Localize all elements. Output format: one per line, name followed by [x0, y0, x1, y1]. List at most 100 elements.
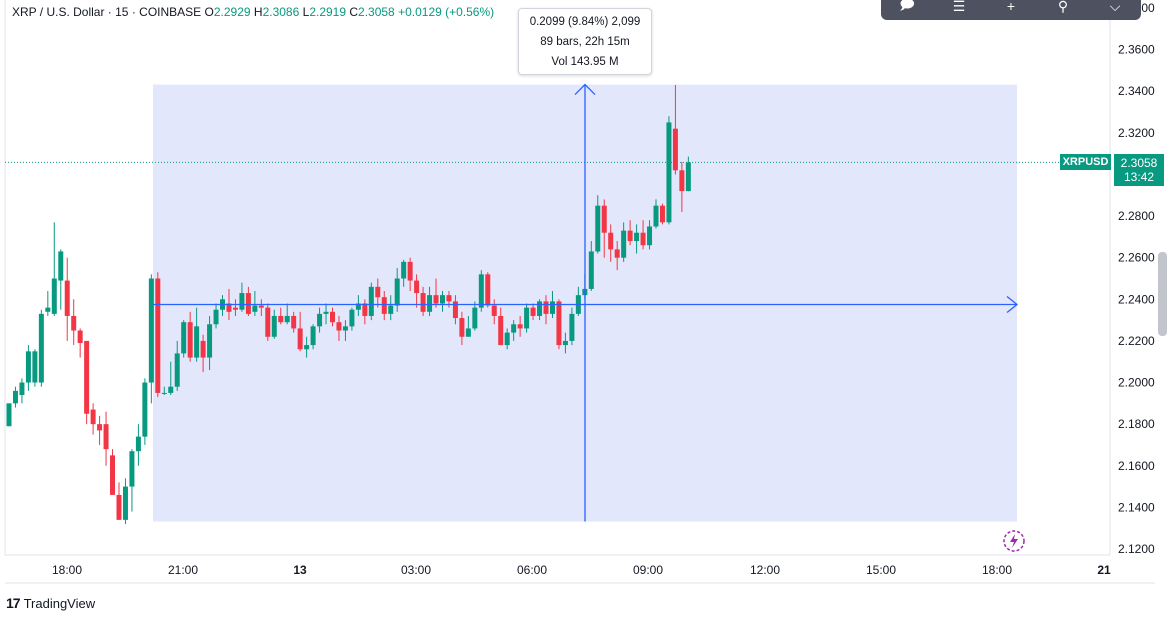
bar-countdown: 13:42 [1123, 170, 1155, 184]
candle-body [608, 232, 614, 250]
candle-body [284, 315, 290, 323]
y-tick-label: 2.1200 [1118, 542, 1155, 556]
close-label: C [349, 5, 359, 19]
high-label: H [253, 5, 263, 19]
candle-body [595, 205, 601, 252]
y-tick-label: 2.3200 [1118, 126, 1155, 140]
y-tick-label: 2.1400 [1118, 500, 1155, 514]
candle-body [245, 293, 251, 314]
candle-body [116, 494, 122, 520]
tradingview-brand[interactable]: TradingView [23, 595, 96, 611]
candle-body [517, 324, 523, 329]
candle-body [672, 128, 678, 171]
candle-body [77, 330, 83, 344]
y-tick-label: 2.3600 [1118, 43, 1155, 57]
candle-body [349, 309, 355, 327]
candle-body [32, 351, 38, 383]
measure-arrow-head-right [1006, 296, 1019, 314]
last-price: 2.3058 [1120, 156, 1158, 170]
candle-body [666, 122, 672, 223]
candle-body [653, 205, 659, 227]
candle-body [265, 307, 271, 337]
candle-body [465, 328, 471, 337]
candle-body [213, 309, 219, 325]
chevron-icon[interactable]: ⌵ [1109, 0, 1121, 14]
candle-body [362, 303, 368, 316]
candle-body [155, 278, 161, 393]
candle-body [129, 451, 135, 487]
candle-body [168, 386, 174, 393]
candle-body [414, 280, 420, 294]
candle-body [647, 226, 653, 246]
y-tick-label: 2.1800 [1118, 417, 1155, 431]
candle-body [530, 307, 536, 316]
candle-body [472, 307, 478, 329]
candle-body [6, 403, 12, 427]
candle-body [181, 322, 187, 354]
candle-body [278, 315, 284, 323]
candle-body [659, 205, 665, 223]
y-tick-label: 2.2400 [1118, 292, 1155, 306]
search-icon[interactable]: ⚲ [1057, 0, 1069, 14]
candle-body [433, 295, 439, 304]
candle-body [135, 436, 141, 452]
menu-icon[interactable]: ☰ [952, 0, 966, 14]
measure-arrow-head-up [574, 83, 596, 96]
candle-body [368, 286, 374, 316]
candle-body [491, 305, 497, 316]
measure-change: 0.2099 (9.84%) 2,099 [529, 16, 641, 28]
candle-body [122, 486, 128, 520]
candle-body [58, 251, 64, 281]
symbol-title[interactable]: XRP / U.S. Dollar · 15 · COINBASE [12, 5, 202, 19]
candle-body [498, 315, 504, 346]
x-tick-label: 03:00 [401, 563, 431, 577]
x-tick-label: 09:00 [633, 563, 663, 577]
candle-body [207, 324, 213, 358]
floating-toolbar: 🗩 ☰ + ⚲ ⌵ [881, 0, 1141, 20]
candle-body [634, 232, 640, 242]
low-value: 2.2919 [309, 5, 347, 19]
candle-body [252, 305, 258, 312]
candle-body [569, 313, 575, 341]
candle-body [627, 230, 633, 242]
tradingview-logo-mark[interactable]: 17 [6, 595, 21, 611]
x-tick-label: 15:00 [866, 563, 896, 577]
candle-body [543, 301, 549, 314]
candle-body [621, 230, 627, 258]
candle-body [64, 280, 70, 316]
candle-body [148, 278, 154, 383]
candle-body [478, 274, 484, 308]
y-tick-label: 2.2800 [1118, 209, 1155, 223]
candle-body [388, 305, 394, 314]
candle-body [71, 315, 77, 331]
y-tick-label: 2.2000 [1118, 376, 1155, 390]
candle-body [679, 170, 685, 192]
comment-icon[interactable]: 🗩 [899, 0, 915, 12]
plus-icon[interactable]: + [1006, 0, 1016, 14]
open-label: O [204, 5, 214, 19]
candle-body [161, 392, 167, 394]
candle-body [19, 382, 25, 396]
candle-body [291, 315, 297, 329]
x-tick-label: 18:00 [982, 563, 1012, 577]
candle-body [601, 205, 607, 233]
candle-body [420, 293, 426, 312]
candle-body [103, 424, 109, 450]
candle-body [271, 315, 277, 337]
candle-body [446, 295, 452, 302]
y-tick-label: 2.3400 [1118, 84, 1155, 98]
price-scale-scrollbar[interactable] [1158, 252, 1167, 336]
x-tick-label: 13 [293, 563, 307, 577]
footer: 17 TradingView [6, 595, 95, 611]
candle-body [12, 390, 18, 404]
candle-body [45, 307, 51, 312]
candle-body [355, 303, 361, 310]
candle-body [439, 295, 445, 304]
candle-body [97, 424, 103, 431]
symbol-badge: XRPUSD [1060, 154, 1111, 170]
candle-body [317, 313, 323, 327]
measure-volume: Vol 143.95 M [551, 56, 619, 68]
lightning-icon[interactable] [1002, 529, 1026, 553]
